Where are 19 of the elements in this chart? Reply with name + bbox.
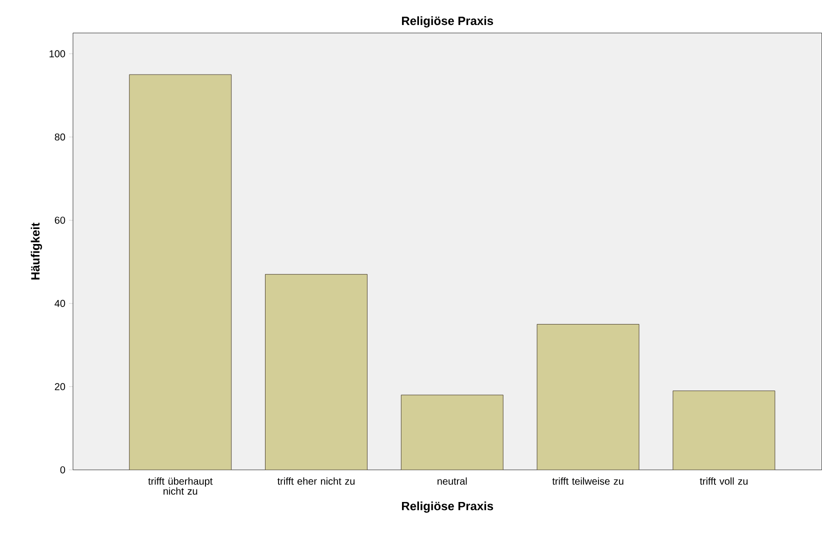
y-tick-label: 60 (54, 216, 66, 224)
chart-title: Religiöse Praxis (402, 16, 494, 28)
x-tick-label: trifft eher nicht zu (277, 477, 355, 485)
bar (672, 390, 776, 470)
bar (536, 324, 640, 470)
bar (400, 394, 504, 470)
x-tick-label: neutral (438, 477, 467, 485)
bar (265, 274, 368, 470)
y-axis-title: Häufigkeit (30, 222, 42, 280)
x-tick-label: trifft teilweise zu (552, 477, 624, 485)
y-tick-label: 100 (50, 50, 66, 58)
y-tick-label: 80 (54, 134, 66, 141)
bar (129, 74, 232, 470)
x-tick-label: trifft voll zu (700, 477, 748, 485)
x-tick-label: trifft überhaupt nicht zu (148, 477, 213, 495)
x-axis-title: Religiöse Praxis (402, 502, 494, 513)
y-tick-label: 40 (54, 300, 66, 308)
y-tick-label: 0 (60, 466, 66, 474)
y-tick-label: 20 (54, 383, 66, 390)
